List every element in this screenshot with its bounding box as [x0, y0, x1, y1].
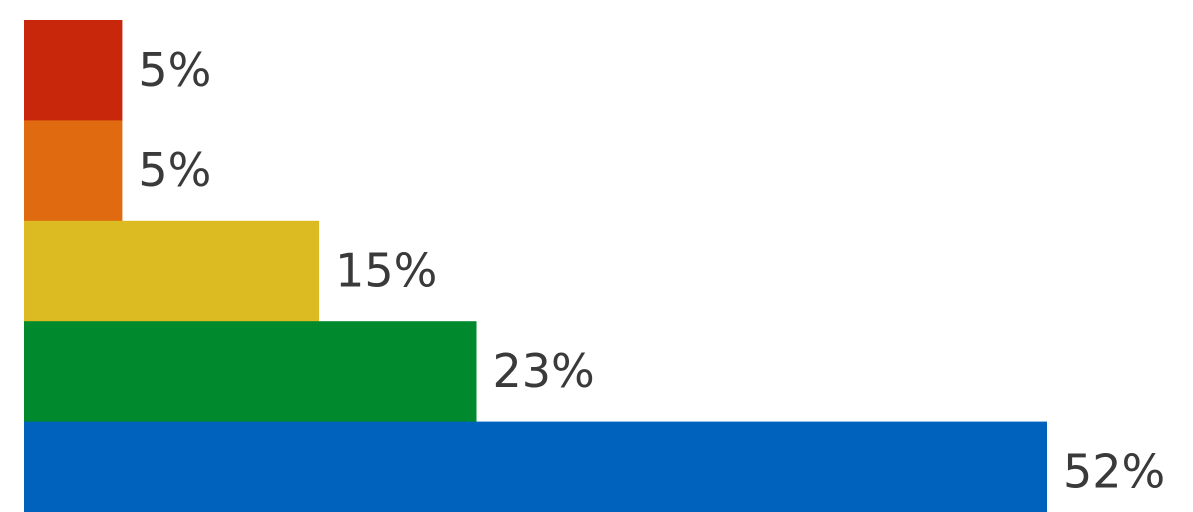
bar-4: [24, 321, 477, 423]
bar-label-1: 5%: [138, 43, 211, 97]
bar-5: [24, 421, 1047, 512]
bar-2: [24, 120, 123, 222]
bar-label-3: 15%: [335, 244, 437, 298]
bar-1: [24, 20, 123, 121]
bars-group: [24, 20, 1047, 512]
labels-group: 5% 5% 15% 23% 52%: [138, 43, 1165, 499]
bar-label-2: 5%: [138, 143, 211, 197]
bar-label-4: 23%: [493, 344, 595, 398]
bar-3: [24, 220, 320, 322]
bar-label-5: 52%: [1063, 444, 1165, 498]
